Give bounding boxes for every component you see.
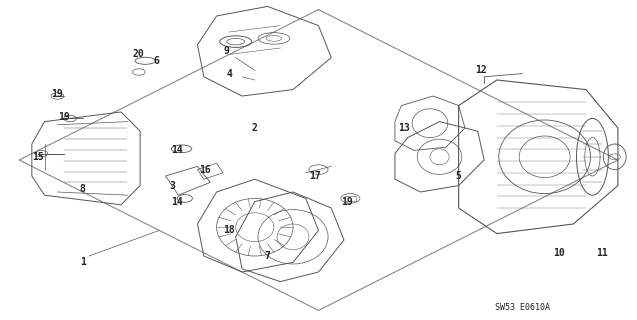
Text: 19: 19 xyxy=(58,112,69,122)
Text: 19: 19 xyxy=(52,89,63,100)
Text: 8: 8 xyxy=(80,184,86,194)
Text: 15: 15 xyxy=(32,152,44,162)
Text: 1: 1 xyxy=(80,257,86,268)
Text: 7: 7 xyxy=(264,251,271,261)
Text: 4: 4 xyxy=(226,68,233,79)
Text: 14: 14 xyxy=(171,196,183,207)
Text: 19: 19 xyxy=(341,196,353,207)
Text: 6: 6 xyxy=(153,56,159,66)
Text: 2: 2 xyxy=(252,123,258,133)
Text: SW53 E0610A: SW53 E0610A xyxy=(495,303,550,312)
Text: 11: 11 xyxy=(596,248,608,258)
Text: 13: 13 xyxy=(399,123,410,133)
Text: 14: 14 xyxy=(171,145,183,156)
Text: 10: 10 xyxy=(554,248,565,258)
Bar xyxy=(345,196,356,201)
Text: 16: 16 xyxy=(199,164,211,175)
Text: 3: 3 xyxy=(169,180,175,191)
Text: 12: 12 xyxy=(475,65,487,76)
Text: 5: 5 xyxy=(455,171,462,181)
Text: 18: 18 xyxy=(224,225,235,236)
Text: 20: 20 xyxy=(133,49,145,60)
Text: 17: 17 xyxy=(310,171,321,181)
Text: 9: 9 xyxy=(223,46,229,56)
